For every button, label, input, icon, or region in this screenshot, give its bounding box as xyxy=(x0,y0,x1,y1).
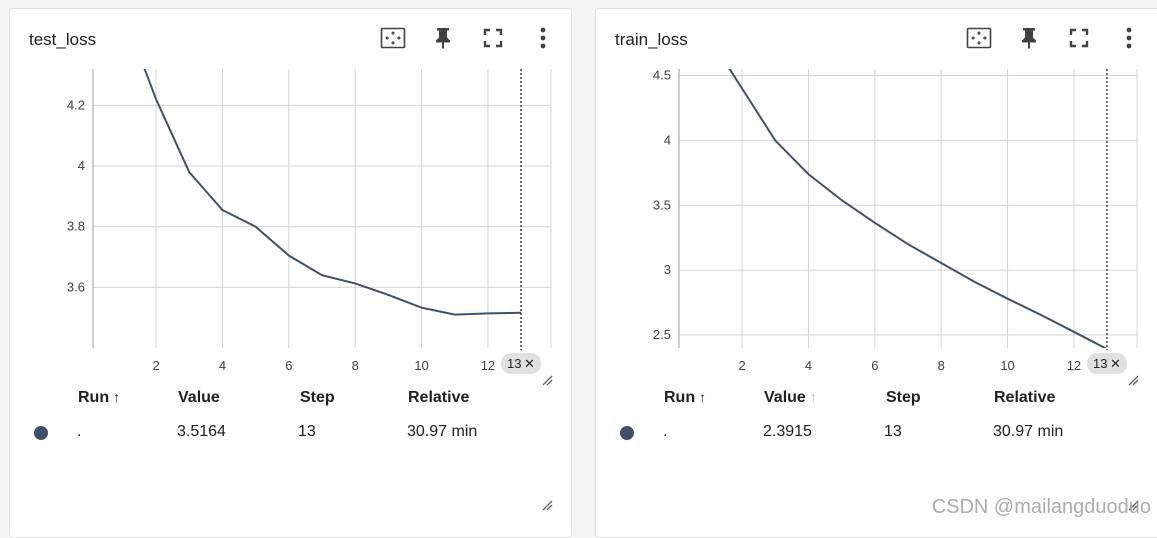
cell-relative: 30.97 min xyxy=(993,423,1064,440)
column-header-run[interactable]: Run ↑ xyxy=(78,389,121,406)
x-tick-label: 10 xyxy=(1000,358,1014,373)
run-color-dot xyxy=(34,426,48,440)
card-title: test_loss xyxy=(29,30,97,49)
resize-handle-icon[interactable] xyxy=(1127,374,1139,386)
pin-icon[interactable] xyxy=(430,25,456,51)
fit-domain-icon[interactable] xyxy=(966,25,992,51)
series-line xyxy=(143,69,522,316)
cell-relative: 30.97 min xyxy=(407,423,478,440)
y-tick-label: 4.2 xyxy=(67,97,85,112)
x-tick-label: 6 xyxy=(285,358,292,373)
column-header-step[interactable]: Step xyxy=(300,389,335,406)
test-loss-card: test_loss 3.6 3.8 4 4.2 2 4 6 8 10 12 13 ✕ Run ↑ xyxy=(9,8,572,538)
series-line xyxy=(728,69,1108,348)
column-header-run[interactable]: Run ↑ xyxy=(664,389,707,406)
x-tick-label: 4 xyxy=(805,358,812,373)
y-tick-label: 4.5 xyxy=(653,67,671,82)
watermark: CSDN @mailangduoduo xyxy=(931,496,1151,518)
hover-step-label: 13 xyxy=(1093,356,1107,371)
y-tick-label: 3.6 xyxy=(67,279,85,294)
run-color-dot xyxy=(620,426,634,440)
close-icon[interactable]: ✕ xyxy=(1110,356,1121,371)
more-vert-icon[interactable] xyxy=(1116,25,1142,51)
cell-step: 13 xyxy=(884,423,902,440)
x-tick-label: 4 xyxy=(219,358,226,373)
column-header-relative[interactable]: Relative xyxy=(408,389,470,406)
y-tick-label: 3 xyxy=(664,262,671,277)
cell-value: 2.3915 xyxy=(763,423,812,440)
table-resize-handle-icon[interactable] xyxy=(541,499,553,511)
cell-value: 3.5164 xyxy=(177,423,226,440)
cell-step: 13 xyxy=(298,423,316,440)
sort-asc-icon: ↑ xyxy=(113,389,121,405)
close-icon[interactable]: ✕ xyxy=(524,356,535,371)
column-header-relative[interactable]: Relative xyxy=(994,389,1056,406)
x-tick-label: 6 xyxy=(871,358,878,373)
column-header-step[interactable]: Step xyxy=(886,389,921,406)
x-tick-label: 8 xyxy=(352,358,359,373)
column-header-value[interactable]: Value ↑ xyxy=(764,389,817,406)
more-vert-icon[interactable] xyxy=(530,25,556,51)
x-tick-label: 12 xyxy=(481,358,495,373)
fit-domain-icon[interactable] xyxy=(380,25,406,51)
y-tick-label: 4 xyxy=(664,132,671,147)
y-tick-label: 3.8 xyxy=(67,219,85,234)
column-header-value[interactable]: Value xyxy=(178,389,220,406)
x-tick-label: 8 xyxy=(938,358,945,373)
pin-icon[interactable] xyxy=(1016,25,1042,51)
x-tick-label: 2 xyxy=(152,358,159,373)
y-tick-label: 4 xyxy=(78,158,85,173)
x-tick-label: 12 xyxy=(1067,358,1081,373)
card-title: train_loss xyxy=(615,30,688,49)
hover-step-label: 13 xyxy=(507,356,521,371)
x-tick-label: 10 xyxy=(414,358,428,373)
hover-step-chip[interactable]: 13 ✕ xyxy=(1087,353,1127,374)
cell-run: . xyxy=(77,423,82,440)
y-tick-label: 2.5 xyxy=(653,327,671,342)
x-tick-label: 2 xyxy=(738,358,745,373)
hover-step-chip[interactable]: 13 ✕ xyxy=(501,353,541,374)
table-resize-handle-icon[interactable] xyxy=(1127,499,1139,511)
cell-run: . xyxy=(663,423,668,440)
sort-asc-icon: ↑ xyxy=(699,389,707,405)
train-loss-card: train_loss 2.5 3 3.5 4 4.5 2 4 6 8 10 12 13 ✕ Run… xyxy=(595,8,1157,538)
fullscreen-icon[interactable] xyxy=(1066,25,1092,51)
train-loss-chart[interactable]: 2.5 3 3.5 4 4.5 2 4 6 8 10 12 13 ✕ xyxy=(596,61,1157,374)
test-loss-chart[interactable]: 3.6 3.8 4 4.2 2 4 6 8 10 12 13 ✕ xyxy=(10,61,573,374)
resize-handle-icon[interactable] xyxy=(541,374,553,386)
y-tick-label: 3.5 xyxy=(653,197,671,212)
fullscreen-icon[interactable] xyxy=(480,25,506,51)
sort-hint-icon: ↑ xyxy=(809,389,817,405)
